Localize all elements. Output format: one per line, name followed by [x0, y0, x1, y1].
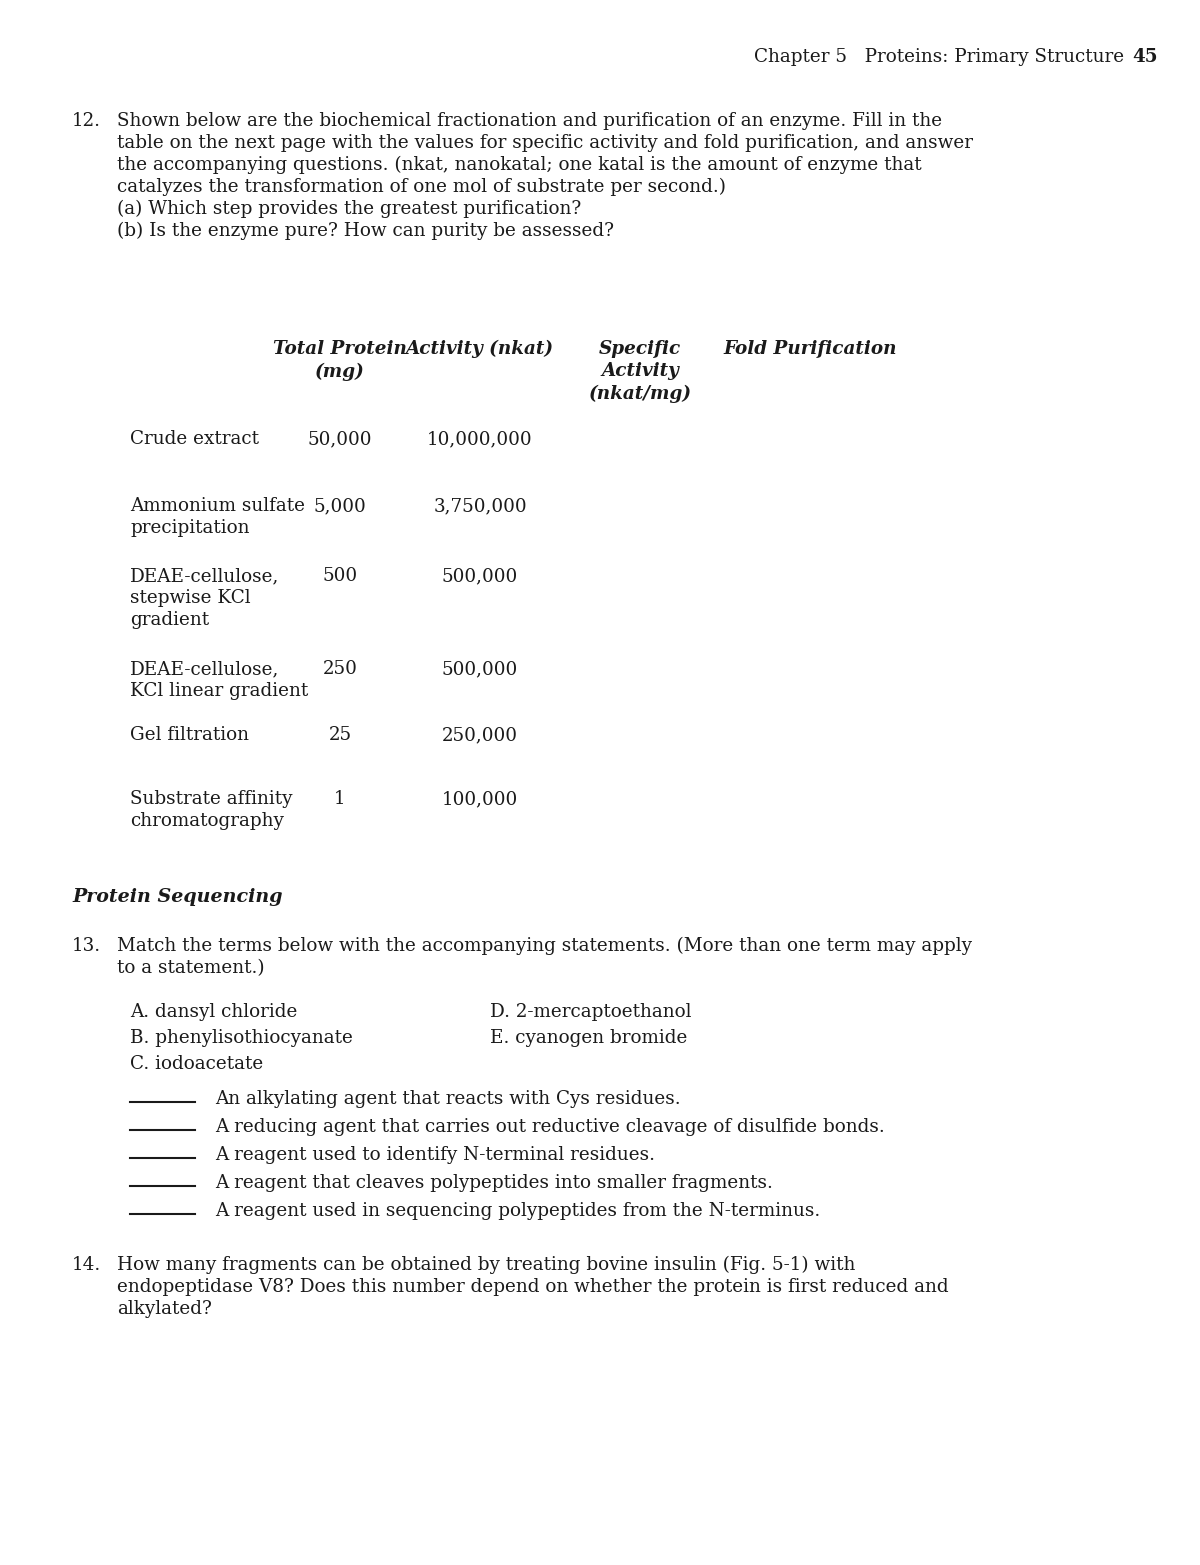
Text: How many fragments can be obtained by treating bovine insulin (Fig. 5-1) with: How many fragments can be obtained by tr…	[118, 1257, 856, 1274]
Text: Crude extract: Crude extract	[130, 430, 259, 448]
Text: 13.: 13.	[72, 937, 101, 955]
Text: the accompanying questions. (nkat, nanokatal; one katal is the amount of enzyme : the accompanying questions. (nkat, nanok…	[118, 156, 922, 174]
Text: Ammonium sulfate: Ammonium sulfate	[130, 498, 305, 515]
Text: Shown below are the biochemical fractionation and purification of an enzyme. Fil: Shown below are the biochemical fraction…	[118, 113, 942, 130]
Text: 500: 500	[323, 567, 358, 585]
Text: to a statement.): to a statement.)	[118, 959, 265, 977]
Text: 25: 25	[329, 726, 352, 743]
Text: 250: 250	[323, 660, 358, 678]
Text: A reagent used in sequencing polypeptides from the N-terminus.: A reagent used in sequencing polypeptide…	[215, 1202, 821, 1221]
Text: Total Protein
(mg): Total Protein (mg)	[274, 340, 407, 380]
Text: Gel filtration: Gel filtration	[130, 726, 250, 743]
Text: Specific
Activity
(nkat/mg): Specific Activity (nkat/mg)	[588, 340, 691, 402]
Text: KCl linear gradient: KCl linear gradient	[130, 682, 308, 700]
Text: A reagent that cleaves polypeptides into smaller fragments.: A reagent that cleaves polypeptides into…	[215, 1174, 773, 1193]
Text: 500,000: 500,000	[442, 660, 518, 678]
Text: DEAE-cellulose,: DEAE-cellulose,	[130, 567, 280, 585]
Text: 5,000: 5,000	[313, 498, 366, 515]
Text: A reagent used to identify N-terminal residues.: A reagent used to identify N-terminal re…	[215, 1146, 655, 1164]
Text: endopeptidase V8? Does this number depend on whether the protein is first reduce: endopeptidase V8? Does this number depen…	[118, 1279, 949, 1296]
Text: Fold Purification: Fold Purification	[724, 340, 896, 358]
Text: 1: 1	[334, 790, 346, 808]
Text: E. cyanogen bromide: E. cyanogen bromide	[490, 1030, 688, 1047]
Text: (b) Is the enzyme pure? How can purity be assessed?: (b) Is the enzyme pure? How can purity b…	[118, 222, 614, 241]
Text: A. dansyl chloride: A. dansyl chloride	[130, 1003, 298, 1020]
Text: Protein Sequencing: Protein Sequencing	[72, 887, 282, 906]
Text: D. 2-mercaptoethanol: D. 2-mercaptoethanol	[490, 1003, 691, 1020]
Text: 45: 45	[1132, 49, 1158, 66]
Text: catalyzes the transformation of one mol of substrate per second.): catalyzes the transformation of one mol …	[118, 178, 726, 196]
Text: B. phenylisothiocyanate: B. phenylisothiocyanate	[130, 1030, 353, 1047]
Text: stepwise KCl: stepwise KCl	[130, 588, 251, 607]
Text: 12.: 12.	[72, 113, 101, 130]
Text: An alkylating agent that reacts with Cys residues.: An alkylating agent that reacts with Cys…	[215, 1089, 680, 1108]
Text: Match the terms below with the accompanying statements. (More than one term may : Match the terms below with the accompany…	[118, 937, 972, 955]
Text: Chapter 5   Proteins: Primary Structure: Chapter 5 Proteins: Primary Structure	[754, 49, 1130, 66]
Text: table on the next page with the values for specific activity and fold purificati: table on the next page with the values f…	[118, 135, 973, 152]
Text: DEAE-cellulose,: DEAE-cellulose,	[130, 660, 280, 678]
Text: 10,000,000: 10,000,000	[427, 430, 533, 448]
Text: 3,750,000: 3,750,000	[433, 498, 527, 515]
Text: C. iodoacetate: C. iodoacetate	[130, 1055, 263, 1074]
Text: 500,000: 500,000	[442, 567, 518, 585]
Text: 14.: 14.	[72, 1257, 101, 1274]
Text: Activity (nkat): Activity (nkat)	[406, 340, 554, 358]
Text: precipitation: precipitation	[130, 520, 250, 537]
Text: (a) Which step provides the greatest purification?: (a) Which step provides the greatest pur…	[118, 200, 581, 218]
Text: alkylated?: alkylated?	[118, 1301, 212, 1318]
Text: Substrate affinity: Substrate affinity	[130, 790, 293, 808]
Text: A reducing agent that carries out reductive cleavage of disulfide bonds.: A reducing agent that carries out reduct…	[215, 1117, 884, 1136]
Text: 100,000: 100,000	[442, 790, 518, 808]
Text: gradient: gradient	[130, 610, 209, 629]
Text: chromatography: chromatography	[130, 812, 284, 829]
Text: 50,000: 50,000	[307, 430, 372, 448]
Text: 250,000: 250,000	[442, 726, 518, 743]
